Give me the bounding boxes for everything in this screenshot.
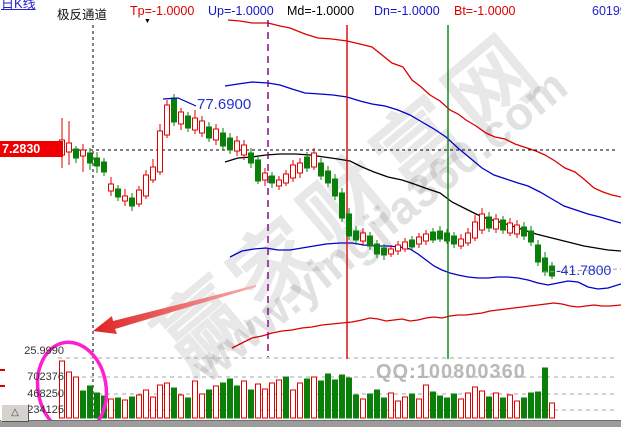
- param-md: Md=-1.0000: [287, 4, 355, 18]
- chevron-down-icon[interactable]: ▼: [144, 18, 151, 25]
- volume-scale-label: 468250: [27, 388, 64, 400]
- tab-daily-kline[interactable]: 日K线: [1, 0, 36, 11]
- high-price-label: 77.6900: [197, 96, 252, 113]
- arrow-annotation: [93, 285, 256, 334]
- indicator-name[interactable]: 极反通道: [57, 8, 108, 22]
- low-price-label: -41.7800: [556, 262, 612, 278]
- volume-scale-label: 702376: [27, 371, 64, 383]
- stock-code: 60199: [592, 4, 621, 18]
- ellipse-annotation: [35, 340, 109, 427]
- param-tp: Tp=-1.0000: [130, 4, 195, 18]
- volume-scale-label: 234125: [27, 404, 64, 416]
- param-up: Up=-1.0000: [208, 4, 274, 18]
- horizontal-scrollbar[interactable]: [0, 420, 621, 427]
- volume-scale-label-top: 25.9990: [24, 345, 64, 357]
- param-dn: Dn=-1.0000: [374, 4, 440, 18]
- current-price-label: 7.2830: [0, 141, 63, 157]
- param-bt: Bt=-1.0000: [454, 4, 516, 18]
- expand-volume-button[interactable]: △: [1, 404, 29, 422]
